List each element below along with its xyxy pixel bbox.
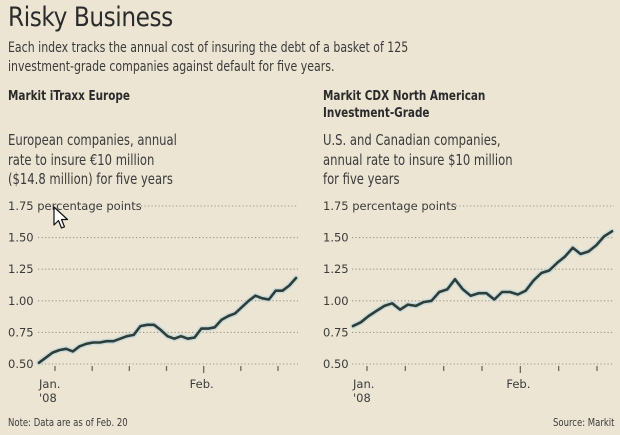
left-panel-description: European companies, annual rate to insur… <box>8 131 177 190</box>
x-tick-label: Jan. <box>352 377 374 391</box>
right-panel-title-line-1: Markit CDX North American <box>323 88 486 104</box>
right-panel-description: U.S. and Canadian companies, annual rate… <box>323 131 513 190</box>
y-tick-label: 1.50 <box>323 231 349 245</box>
x-tick-sublabel: '08 <box>353 391 371 405</box>
y-tick-label: 0.50 <box>323 357 349 371</box>
right-chart: 0.50 0.75 1.00 1.25 1.50 1.75 percentage poin… <box>323 199 615 405</box>
subtitle-line-2: investment-grade companies against defau… <box>8 59 335 75</box>
y-tick-label: 1.00 <box>8 294 34 308</box>
left-desc-line-1: European companies, annual <box>8 131 177 149</box>
right-panel-title: Markit CDX North American Investment-Gra… <box>323 88 485 122</box>
x-tick-label: Feb. <box>190 377 214 391</box>
chart-title: Risky Business <box>8 2 173 33</box>
left-panel-title-line-1: Markit iTraxx Europe <box>8 88 130 104</box>
source-credit: Source: Markit <box>552 416 614 429</box>
footnote: Note: Data are as of Feb. 20 <box>8 416 128 429</box>
y-tick-label: 1.25 <box>8 262 34 276</box>
right-desc-line-2: annual rate to insure $10 million <box>323 150 513 169</box>
y-tick-label: 1.75 percentage points <box>323 199 457 213</box>
series-line <box>37 276 298 365</box>
y-tick-label: 0.75 <box>323 325 349 339</box>
series-line-halo <box>36 275 299 366</box>
x-tick-label: Jan. <box>38 377 60 391</box>
left-panel-title: Markit iTraxx Europe <box>8 88 130 105</box>
series-line <box>351 230 614 328</box>
y-tick-label: 1.75 percentage points <box>8 199 142 213</box>
y-tick-label: 0.50 <box>8 357 34 371</box>
chart-subtitle: Each index tracks the annual cost of ins… <box>8 39 620 77</box>
left-desc-line-2: rate to insure €10 million <box>8 150 155 169</box>
right-desc-line-1: U.S. and Canadian companies, <box>323 131 501 149</box>
left-chart: 0.50 0.75 1.00 1.25 1.50 1.75 percentage poin… <box>8 199 299 405</box>
y-tick-label: 1.50 <box>8 231 34 245</box>
y-tick-label: 1.00 <box>323 294 349 308</box>
y-tick-label: 1.25 <box>323 262 349 276</box>
y-tick-label: 0.75 <box>8 325 34 339</box>
right-panel-title-line-2: Investment-Grade <box>323 105 430 121</box>
left-desc-line-3: ($14.8 million) for five years <box>8 170 173 188</box>
x-tick-sublabel: '08 <box>39 391 57 405</box>
mouse-pointer-icon <box>53 206 69 229</box>
x-tick-label: Feb. <box>506 377 530 391</box>
right-desc-line-3: for five years <box>323 170 400 188</box>
subtitle-line-1: Each index tracks the annual cost of ins… <box>8 40 409 56</box>
series-line-halo <box>350 228 615 329</box>
